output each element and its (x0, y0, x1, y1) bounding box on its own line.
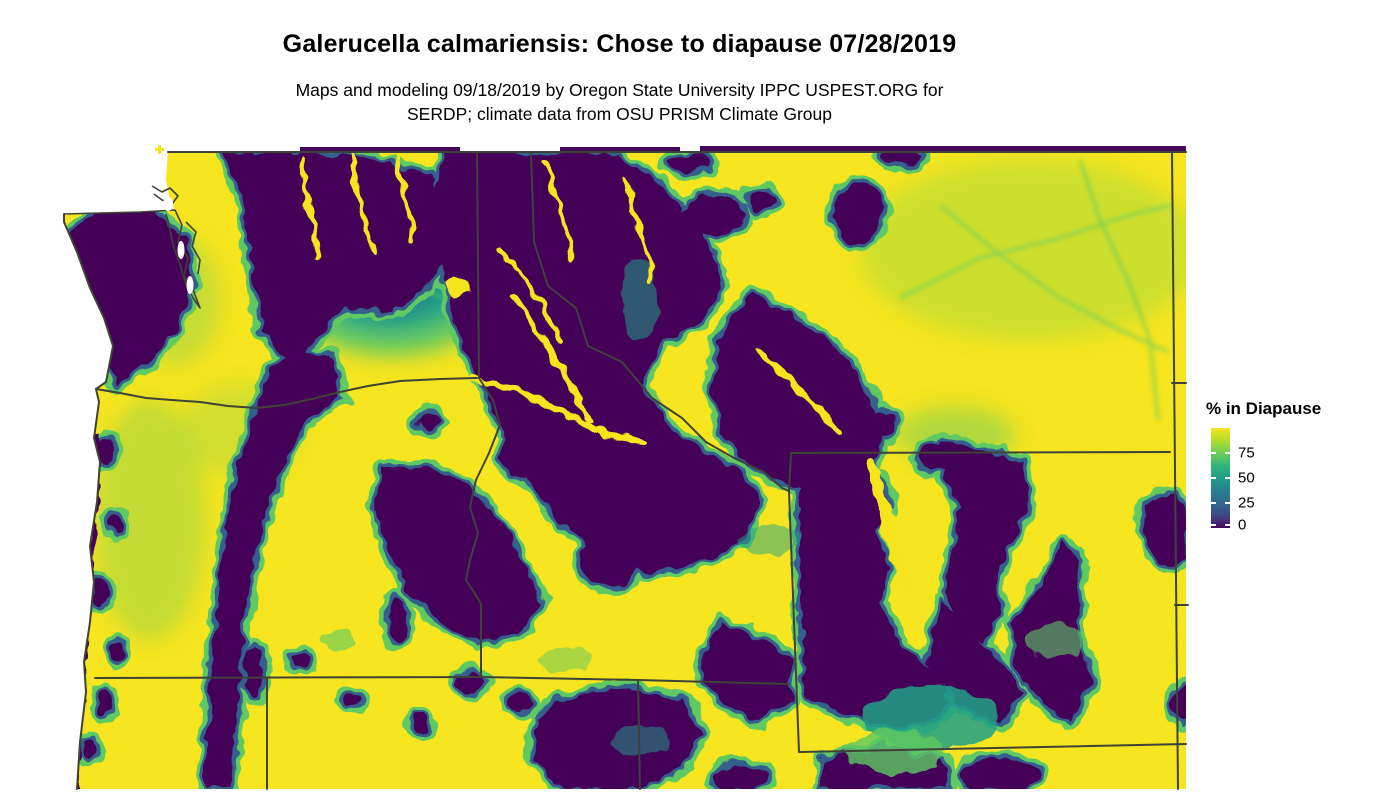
border-or-id-snake (465, 377, 501, 678)
tick-mark-50 (1211, 477, 1216, 479)
tick-mark-0 (1225, 524, 1230, 526)
state-borders (63, 151, 1189, 790)
border-mt-wy (788, 451, 1171, 492)
tick-label-0: 0 (1238, 516, 1247, 534)
border-104w (1171, 151, 1179, 790)
tick-mark-75 (1211, 452, 1216, 454)
tick-label-25: 25 (1238, 494, 1255, 512)
canada-edge-cells (300, 146, 1186, 152)
raster-layer (64, 151, 1186, 789)
border-wa-id (476, 151, 480, 379)
border-wy-south (798, 743, 1187, 753)
page-title: Galerucella calmariensis: Chose to diapa… (282, 30, 957, 58)
colorbar-legend: % in Diapause 75 50 25 0 (1206, 399, 1396, 533)
tick-mark-50 (1225, 477, 1230, 479)
border-id-wy (788, 490, 800, 753)
valley-cuts (297, 151, 911, 592)
legend-colorbar: 75 50 25 0 (1211, 428, 1255, 533)
tick-label-75: 75 (1238, 444, 1255, 462)
subtitle-line-2: SERDP; climate data from OSU PRISM Clima… (407, 104, 832, 124)
tick-label-50: 50 (1238, 469, 1255, 487)
coastline (63, 213, 114, 790)
border-wa-or-columbia (95, 377, 478, 409)
border-42n (94, 676, 790, 685)
legend-title: % in Diapause (1206, 399, 1322, 418)
border-id-mt (530, 151, 790, 492)
midtone-patches (322, 260, 1085, 774)
tick-mark-75 (1225, 452, 1230, 454)
border-nv-ut (637, 679, 641, 790)
point-roberts-cell (155, 145, 164, 154)
tick-mark-25 (1225, 502, 1230, 504)
tick-mark-0 (1211, 524, 1216, 526)
tick-mark-25 (1211, 502, 1216, 504)
puget-water-bits (163, 197, 194, 294)
puget-sound-shorelines (63, 185, 201, 309)
subtitle-line-1: Maps and modeling 09/18/2019 by Oregon S… (295, 80, 944, 100)
